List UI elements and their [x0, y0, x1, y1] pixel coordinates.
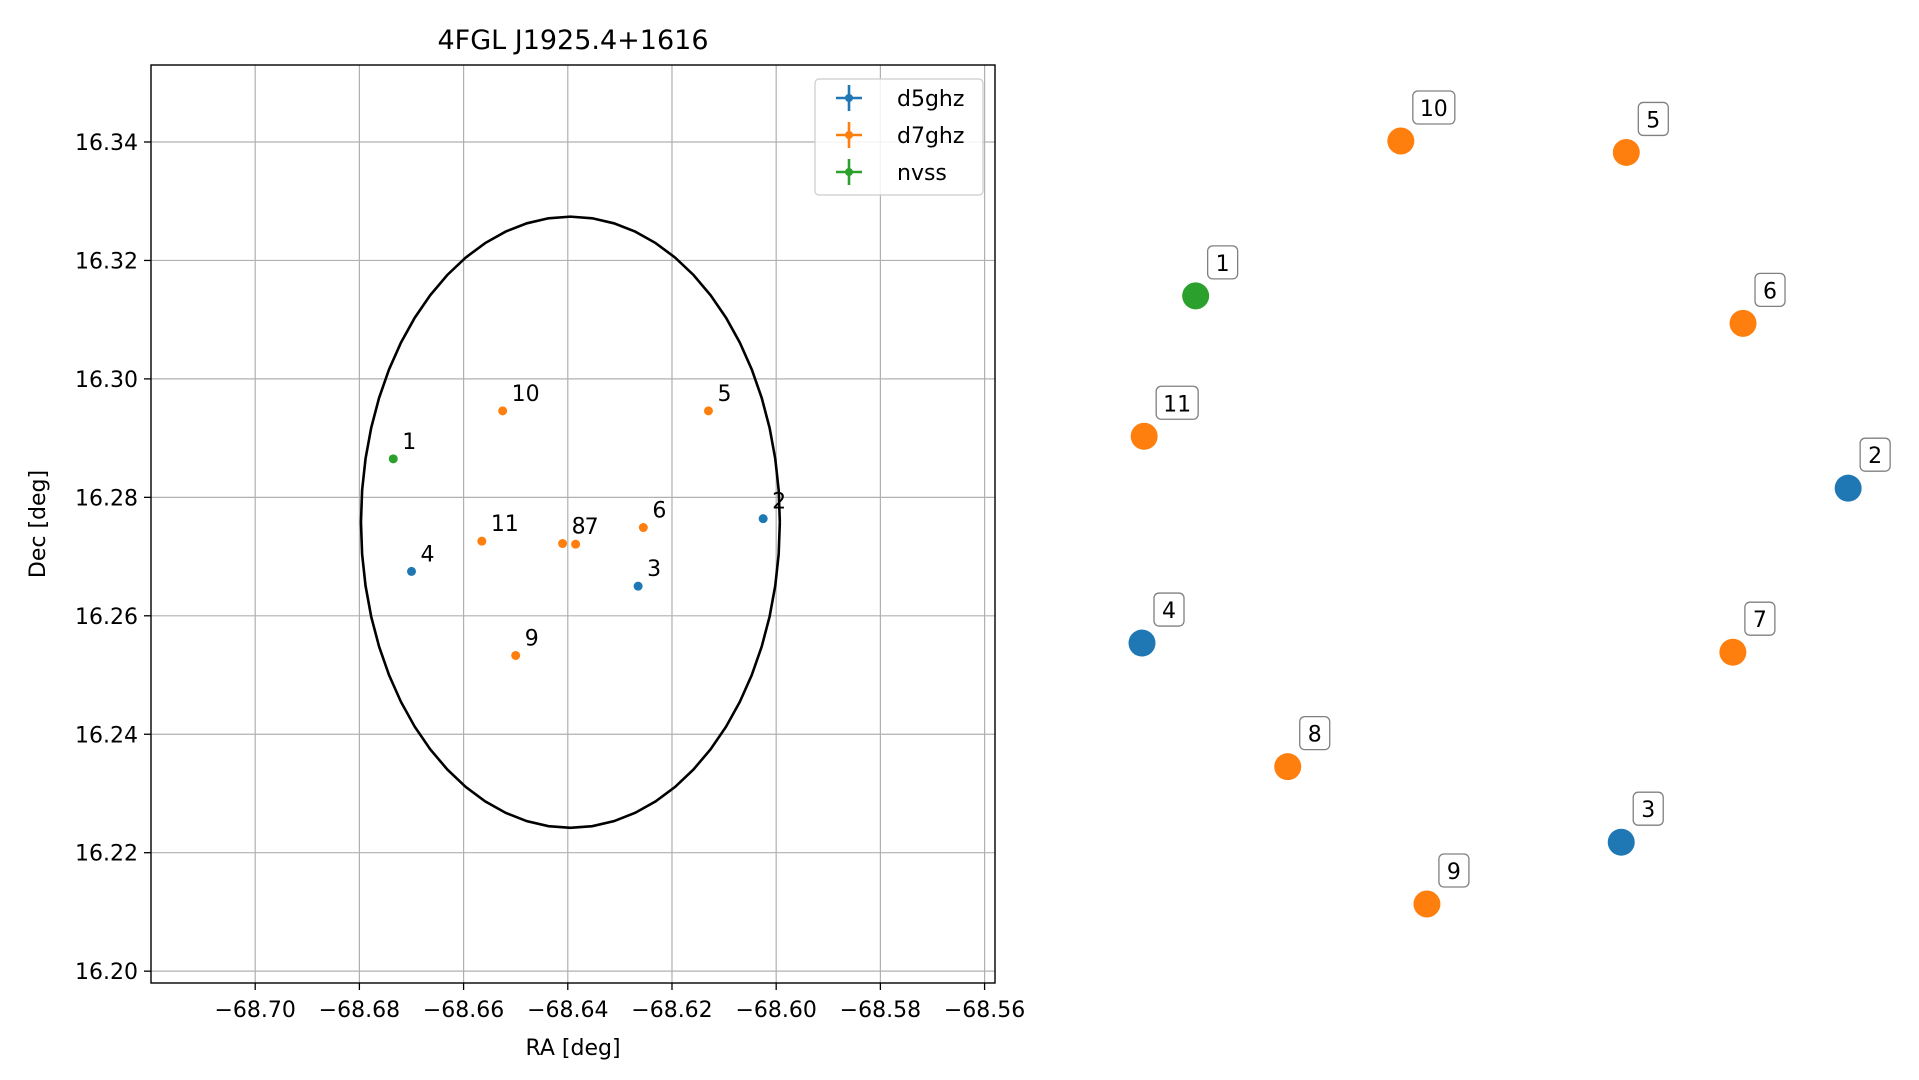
y-tick-label: 16.34 [75, 131, 138, 156]
layout-point-label: 5 [1646, 108, 1660, 133]
legend-marker-dot [845, 94, 853, 102]
data-point-d7ghz [477, 536, 487, 546]
y-tick-label: 16.22 [75, 842, 138, 867]
legend-marker-dot [845, 131, 853, 139]
confidence-ellipse [359, 215, 782, 830]
point-label: 6 [652, 499, 666, 524]
legend-entry-d5ghz: d5ghz [897, 87, 964, 112]
point-label: 10 [512, 382, 540, 407]
layout-point-label: 8 [1308, 723, 1322, 748]
label-box [1207, 245, 1239, 280]
legend-box [814, 78, 984, 196]
point-label: 3 [647, 557, 661, 582]
layout-point-d5ghz [1607, 828, 1635, 856]
legend-entry-d7ghz: d7ghz [897, 124, 964, 149]
legend: d5ghz d7ghz nvss [814, 78, 984, 196]
layout-point-label: 6 [1763, 279, 1777, 304]
y-tick-label: 16.26 [75, 605, 138, 630]
point-label: 1 [402, 430, 416, 455]
legend-entry-nvss: nvss [897, 161, 947, 186]
x-tick-label: −68.66 [423, 998, 504, 1023]
x-axis-label: RA [deg] [525, 1036, 620, 1061]
y-tick-label: 16.28 [75, 486, 138, 511]
x-tick-label: −68.62 [631, 998, 712, 1023]
layout-point-label: 2 [1868, 444, 1882, 469]
y-tick-label: 16.24 [75, 723, 138, 748]
layout-point-d7ghz [1612, 138, 1640, 166]
data-point-d7ghz [703, 406, 713, 416]
x-tick-label: −68.64 [527, 998, 608, 1023]
layout-point-d5ghz [1128, 629, 1156, 657]
point-label: 9 [525, 626, 539, 651]
x-tick-label: −68.58 [840, 998, 921, 1023]
layout-point-d5ghz [1834, 474, 1862, 502]
legend-marker-dot [845, 168, 853, 176]
x-tick-label: −68.60 [735, 998, 816, 1023]
label-box [1754, 272, 1786, 308]
label-box [1153, 592, 1185, 627]
layout-point-d7ghz [1274, 753, 1302, 781]
data-point-d7ghz [558, 539, 568, 549]
data-points [388, 406, 768, 660]
plot-frame [150, 64, 996, 984]
data-point-d5ghz [758, 514, 768, 524]
layout-point-label: 11 [1163, 392, 1191, 417]
grid [151, 65, 995, 983]
axis-ticks: −68.70 −68.68 −68.66 −68.64 −68.62 −68.60 −68.… [75, 131, 1025, 1023]
label-box [1299, 716, 1331, 751]
point-label: 2 [772, 490, 786, 515]
data-point-d5ghz [406, 566, 416, 576]
layout-point-label: 7 [1753, 608, 1767, 633]
label-box [1438, 853, 1470, 888]
x-tick-label: −68.56 [944, 998, 1025, 1023]
layout-point-d7ghz [1719, 638, 1747, 666]
label-box [1744, 601, 1776, 636]
layout-point-d7ghz [1387, 127, 1415, 155]
layout-point-label: 3 [1641, 798, 1655, 823]
point-label: 8 [572, 515, 586, 540]
x-tick-label: −68.68 [319, 998, 400, 1023]
layout-point-label: 1 [1216, 252, 1230, 277]
data-point-d7ghz [511, 650, 521, 660]
point-label: 7 [585, 515, 599, 540]
point-label: 4 [420, 542, 434, 567]
x-tick-label: −68.70 [214, 998, 295, 1023]
label-box [1859, 437, 1891, 472]
label-box [1632, 791, 1664, 826]
layout-point-d7ghz [1130, 422, 1158, 450]
y-tick-label: 16.32 [75, 249, 138, 274]
layout-point-nvss [1182, 282, 1210, 310]
layout-point-d7ghz [1413, 890, 1441, 918]
layout-point-d7ghz [1729, 309, 1757, 337]
data-point-d7ghz [498, 406, 508, 416]
chart-title: 4FGL J1925.4+1616 [437, 25, 708, 56]
y-tick-label: 16.30 [75, 368, 138, 393]
layout-point-label: 9 [1447, 860, 1461, 885]
point-label: 11 [491, 512, 519, 537]
data-point-d7ghz [571, 539, 581, 549]
ellipse-layer [359, 215, 782, 830]
label-box [1412, 90, 1456, 125]
layout-point-label: 4 [1162, 599, 1176, 624]
label-box [1637, 101, 1669, 137]
y-axis-label: Dec [deg] [26, 470, 51, 578]
layout-point-label: 10 [1420, 97, 1448, 122]
data-point-d7ghz [638, 523, 648, 533]
data-point-nvss [388, 454, 398, 464]
y-tick-label: 16.20 [75, 960, 138, 985]
label-box [1155, 385, 1199, 420]
point-label: 5 [717, 382, 731, 407]
data-point-d5ghz [633, 581, 643, 591]
